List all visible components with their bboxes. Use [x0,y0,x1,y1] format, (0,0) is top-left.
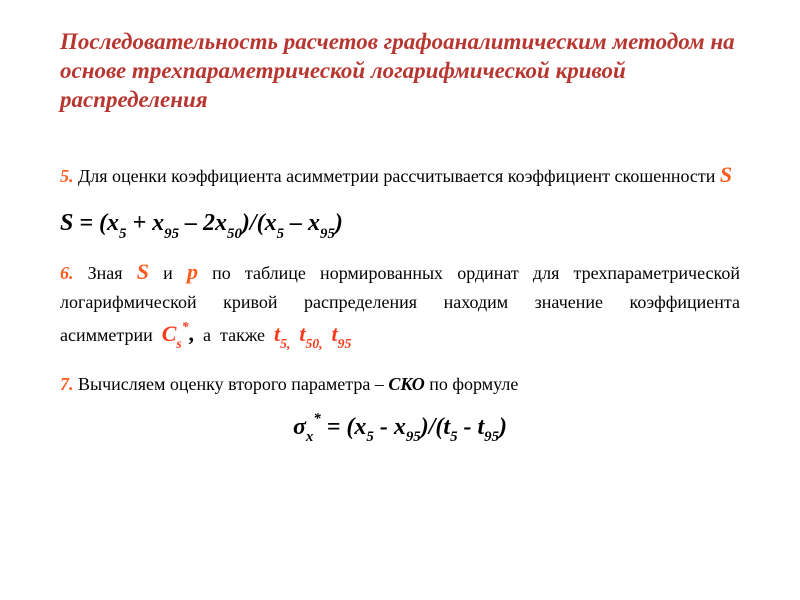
cs-sub: s [176,336,181,351]
f2-sigma: σ [293,414,306,440]
f2-s5: 5 [366,429,373,445]
f2-m2: - [458,414,478,440]
f1-sub50: 50 [227,226,242,242]
cs-sup: * [182,319,189,334]
item-7-tail: по формуле [425,374,519,394]
item-5-number: 5. [60,166,74,186]
f1-minus: – [284,210,308,236]
t50-t: t [299,321,305,346]
f1-close: ) [335,210,343,236]
f2-s95: 95 [406,429,421,445]
t95: t95 [332,321,352,346]
f1-sub5: 5 [119,226,126,242]
item-6-and: и [149,263,187,283]
f2-div: )/( [421,414,444,440]
f1-sub5b: 5 [277,226,284,242]
f1-x4: x [265,210,277,236]
f1-m2: – 2 [179,210,215,236]
item-6-Cs: Cs* [162,321,189,346]
f1-div: )/( [242,210,265,236]
f1-x2: x [152,210,164,236]
item-7-sko: СКО [388,374,424,394]
t95-sub: 95 [338,336,352,351]
t95-t: t [332,321,338,346]
f1-eq: = ( [73,210,107,236]
item-6: 6. Зная S и р по таблице нормированных о… [60,255,740,353]
f2-x1: x [354,414,366,440]
item-6-t1: Зная [74,263,137,283]
f2-t95: 95 [484,429,499,445]
item-6-p: р [187,259,198,284]
item-6-also: а также [194,325,274,345]
f1-sub95b: 95 [320,226,335,242]
f1-plus: + [126,210,152,236]
item-7-text: Вычисляем оценку второго параметра – [74,374,389,394]
f2-m1: - [374,414,394,440]
f2-eq: = ( [321,414,355,440]
t50: t50, [299,321,322,346]
f2-close: ) [499,414,507,440]
item-7: 7. Вычисляем оценку второго параметра – … [60,371,740,399]
f2-sigma-sub: x [306,429,313,445]
t50-sub: 50, [306,336,323,351]
f2-x2: x [394,414,406,440]
slide-title: Последовательность расчетов графоаналити… [60,28,740,114]
f1-sub95: 95 [164,226,179,242]
f2-sigma-sup: * [313,411,320,427]
item-7-number: 7. [60,374,74,394]
item-5: 5. Для оценки коэффициента асимметрии ра… [60,158,740,192]
f1-x3: x [215,210,227,236]
t5-sub: 5, [280,336,290,351]
item-6-number: 6. [60,263,74,283]
formula-sigma: σx* = (x5 - x95)/(t5 - t95) [60,413,740,445]
item-5-S: S [720,162,732,187]
f2-t5: 5 [450,429,457,445]
cs-c: C [162,321,177,346]
f1-x5: x [308,210,320,236]
item-5-text: Для оценки коэффициента асимметрии рассч… [74,166,720,186]
f1-S: S [60,210,73,236]
f1-x1: x [107,210,119,236]
formula-S: S = (x5 + x95 – 2x50)/(x5 – x95) [60,210,740,241]
item-6-S: S [137,259,149,284]
t5: t5, [274,321,290,346]
